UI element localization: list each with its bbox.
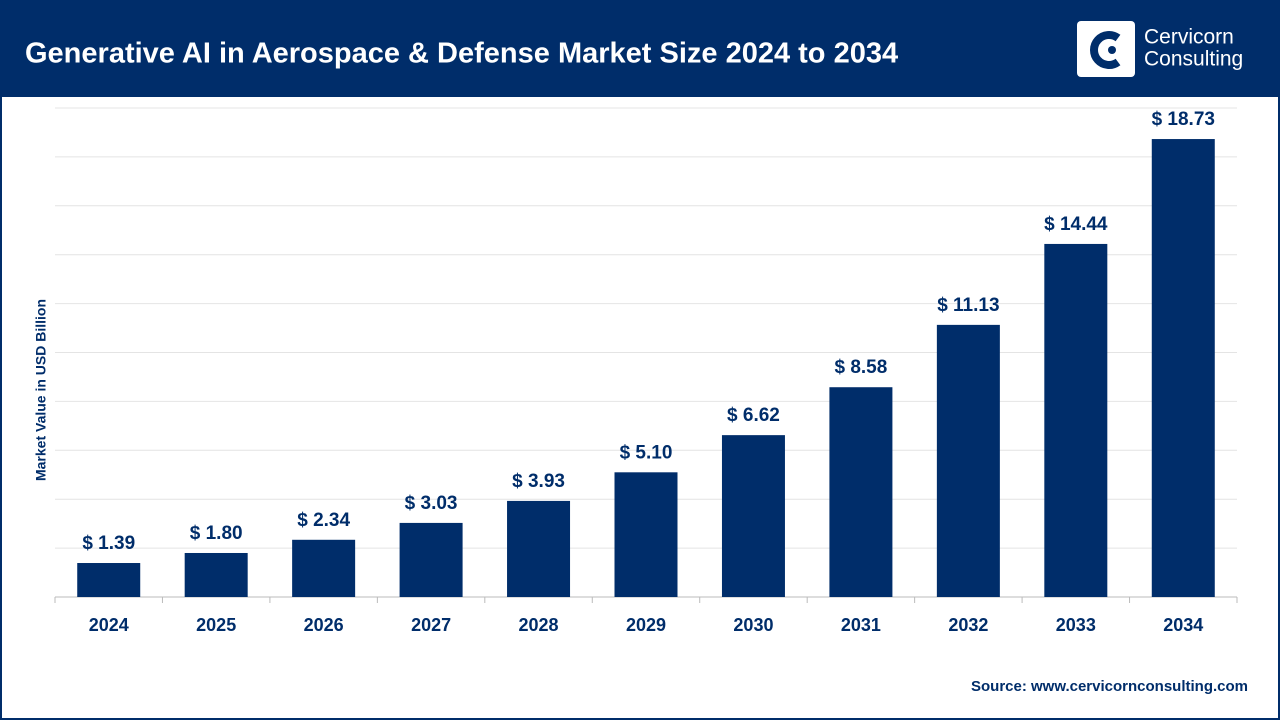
value-label: $ 1.39 — [82, 533, 135, 554]
x-tick-label: 2024 — [89, 615, 129, 635]
value-label: $ 18.73 — [1152, 109, 1215, 130]
x-tick-label: 2034 — [1163, 615, 1203, 635]
bar — [1151, 139, 1215, 597]
logo-icon — [1090, 31, 1121, 69]
source: Source: www.cervicornconsulting.com — [971, 678, 1248, 695]
logo-dot — [1108, 46, 1116, 54]
chart-title: Generative AI in Aerospace & Defense Mar… — [25, 38, 898, 70]
value-label: $ 5.10 — [620, 442, 673, 463]
x-tick-label: 2028 — [519, 615, 559, 635]
value-label: $ 14.44 — [1044, 214, 1108, 235]
bar — [184, 552, 248, 597]
value-label: $ 6.62 — [727, 405, 780, 426]
x-tick-label: 2029 — [626, 615, 666, 635]
header — [0, 0, 1280, 97]
y-axis-label: Market Value in USD Billion — [33, 299, 49, 481]
logo-text: Consulting — [1144, 48, 1243, 71]
bar — [614, 472, 678, 597]
bar — [1044, 243, 1108, 597]
bar — [399, 522, 463, 597]
x-tick-label: 2033 — [1056, 615, 1096, 635]
logo-text: Cervicorn — [1144, 26, 1234, 49]
value-label: $ 2.34 — [297, 510, 350, 531]
bar — [292, 539, 356, 597]
value-label: $ 8.58 — [834, 357, 887, 378]
bar — [829, 387, 893, 597]
value-label: $ 3.03 — [405, 493, 458, 514]
x-tick-label: 2032 — [948, 615, 988, 635]
value-label: $ 3.93 — [512, 471, 565, 492]
x-tick-label: 2031 — [841, 615, 881, 635]
x-tick-label: 2027 — [411, 615, 451, 635]
logo-mark — [1077, 21, 1135, 77]
value-label: $ 11.13 — [937, 295, 999, 316]
x-tick-label: 2025 — [196, 615, 236, 635]
x-tick-label: 2030 — [733, 615, 773, 635]
x-tick-label: 2026 — [304, 615, 344, 635]
bar — [936, 324, 1000, 597]
value-label: $ 1.80 — [190, 523, 243, 544]
bar — [507, 500, 571, 597]
bar — [721, 435, 785, 597]
bar — [77, 563, 141, 597]
